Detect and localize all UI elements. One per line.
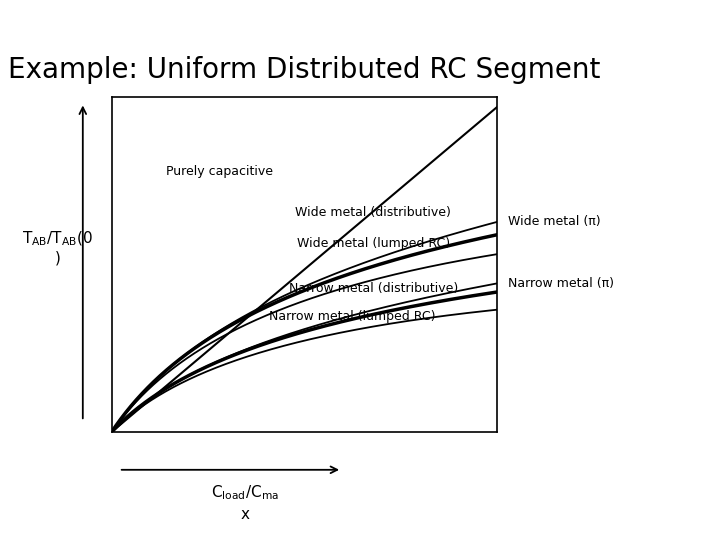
Text: Purely capacitive: Purely capacitive	[166, 165, 273, 178]
Text: Wide metal (lumped RC): Wide metal (lumped RC)	[297, 237, 451, 249]
Text: Narrow metal (distributive): Narrow metal (distributive)	[289, 282, 459, 295]
Text: Wide metal (π): Wide metal (π)	[508, 215, 601, 228]
Text: Narrow metal (π): Narrow metal (π)	[508, 277, 614, 290]
Text: $\mathregular{C_{load}/C_{ma}}$: $\mathregular{C_{load}/C_{ma}}$	[211, 483, 279, 502]
Text: Wide metal (distributive): Wide metal (distributive)	[294, 206, 451, 219]
Text: $\mathregular{T_{AB}/T_{AB}}$(0
): $\mathregular{T_{AB}/T_{AB}}$(0 )	[22, 230, 93, 266]
Title: Example: Uniform Distributed RC Segment: Example: Uniform Distributed RC Segment	[8, 56, 600, 84]
Text: Narrow metal (lumped RC): Narrow metal (lumped RC)	[269, 310, 435, 323]
Text: x: x	[240, 507, 249, 522]
